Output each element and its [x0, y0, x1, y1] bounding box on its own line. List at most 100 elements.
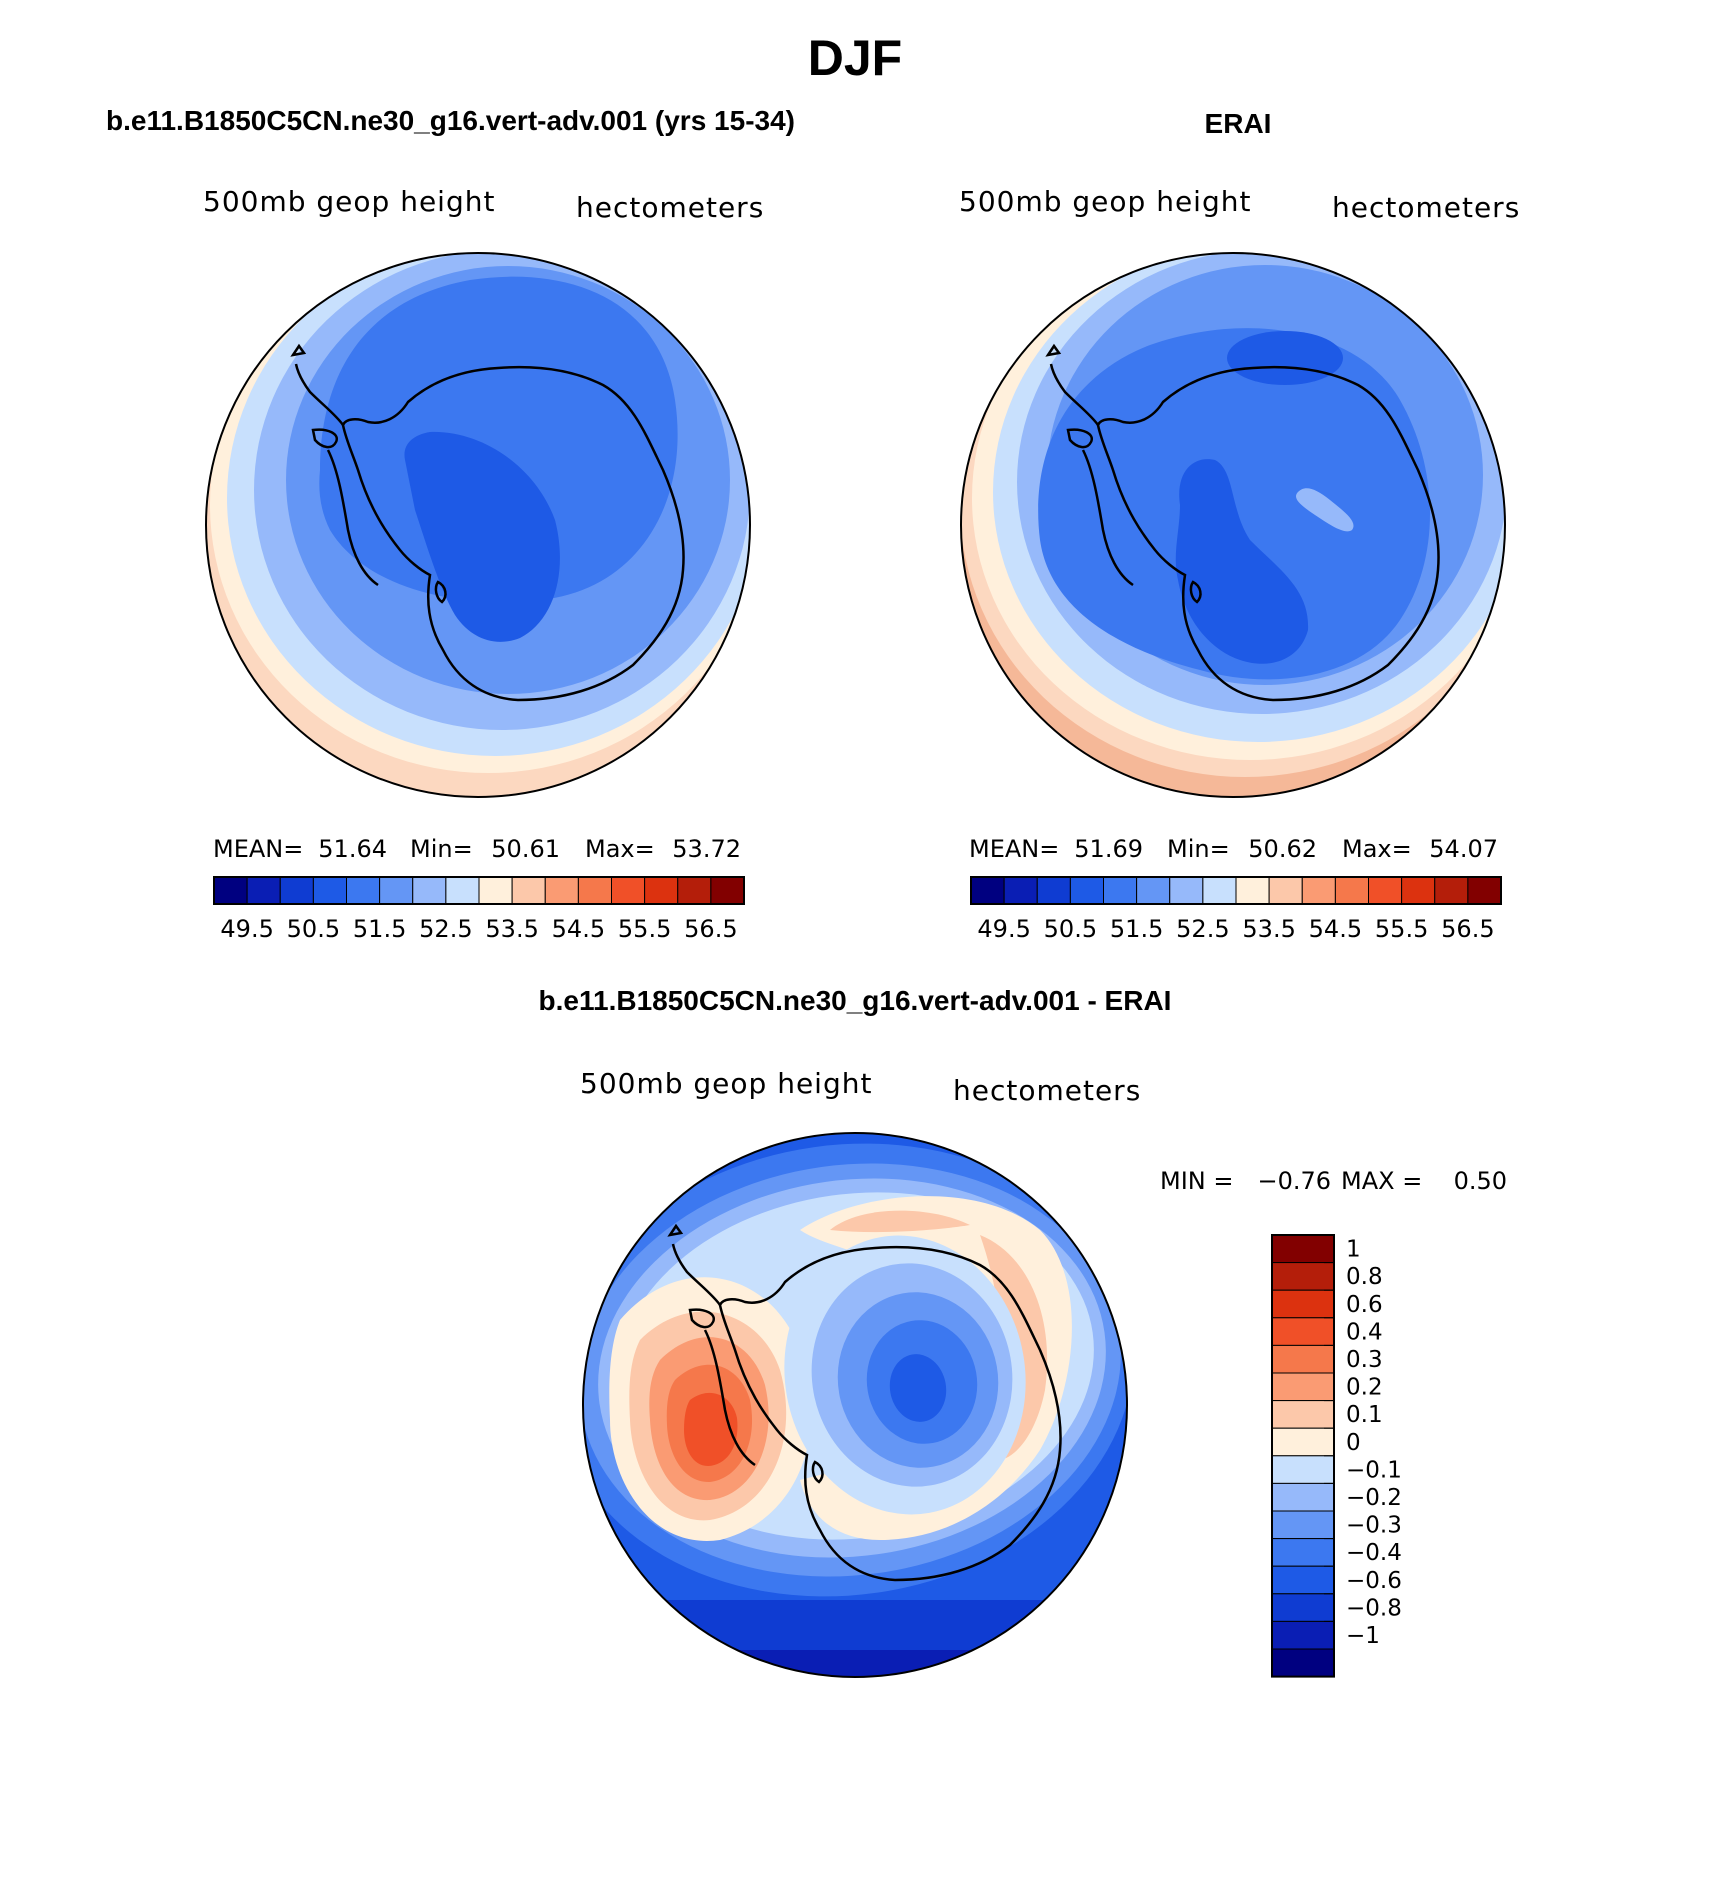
panel-model-right-label: hectometers — [576, 191, 764, 224]
colorbar-tick-label: 51.5 — [353, 915, 406, 943]
colorbar-swatch — [970, 876, 1005, 905]
colorbar-swatch — [1271, 1620, 1335, 1650]
colorbar-tick-label: −1 — [1346, 1623, 1380, 1649]
colorbar-tick-label: −0.8 — [1346, 1595, 1402, 1621]
colorbar-tick-label: 52.5 — [1176, 915, 1229, 943]
colorbar-tick-label: 54.5 — [552, 915, 605, 943]
colorbar-swatch — [1069, 876, 1104, 905]
stat-min-value: 50.62 — [1248, 835, 1317, 863]
colorbar-swatch — [1235, 876, 1270, 905]
colorbar-swatch — [445, 876, 480, 905]
colorbar-frame — [970, 876, 1502, 905]
colorbar-swatch — [1271, 1510, 1335, 1540]
stat-max-label: Max= — [585, 835, 655, 863]
colorbar-tick-label: 50.5 — [1044, 915, 1097, 943]
colorbar-tick-label: 56.5 — [684, 915, 737, 943]
colorbar-swatch — [1169, 876, 1204, 905]
stat-mean-label: MEAN= — [969, 835, 1059, 863]
colorbar-swatch — [1202, 876, 1237, 905]
colorbar-tick-label: 0.3 — [1346, 1347, 1383, 1373]
band-50-8-west — [1175, 459, 1309, 664]
map-border — [582, 1132, 1128, 1678]
stat-mean-label: MEAN= — [213, 835, 303, 863]
colorbar-tick-label: 55.5 — [1375, 915, 1428, 943]
stat-max-value: 0.50 — [1454, 1167, 1507, 1195]
band-51-4-patch — [1295, 488, 1354, 532]
panel-erai: ERAI 500mb geop height hectometers ME — [959, 108, 1520, 943]
panel-erai-right-label: hectometers — [1332, 191, 1520, 224]
colorbar-swatch — [1271, 1317, 1335, 1346]
colorbar-swatch — [1271, 1262, 1335, 1291]
colorbar-swatch — [279, 876, 314, 905]
panel-diff-left-label: 500mb geop height — [580, 1067, 872, 1100]
colorbar-swatch — [1401, 876, 1436, 905]
panel-model-map — [205, 252, 751, 798]
colorbar-tick-label: 54.5 — [1309, 915, 1362, 943]
colorbar-swatch — [1036, 876, 1071, 905]
colorbar-tick-label: 49.5 — [977, 915, 1030, 943]
colorbar-swatch — [1271, 1400, 1335, 1429]
colorbar-tick-label: 0.4 — [1346, 1319, 1383, 1345]
colorbar-tick-label: 0.6 — [1346, 1292, 1383, 1318]
colorbar-swatch — [246, 876, 281, 905]
colorbar-tick-label: −0.3 — [1346, 1513, 1402, 1539]
diff-band-0-1-north — [830, 1210, 970, 1233]
colorbar-swatch — [1271, 1482, 1335, 1512]
colorbar-swatch — [213, 876, 248, 905]
colorbar-swatch — [1368, 876, 1403, 905]
colorbar-swatch — [1434, 876, 1469, 905]
colorbar-swatch — [710, 876, 745, 905]
panel-diff-right-label: hectometers — [953, 1074, 1141, 1107]
panel-model: b.e11.B1850C5CN.ne30_g16.vert-adv.001 (y… — [106, 105, 795, 943]
colorbar-swatch — [1271, 1593, 1335, 1622]
stat-max-value: 53.72 — [672, 835, 741, 863]
colorbar-swatch — [577, 876, 612, 905]
panel-erai-heading: ERAI — [1205, 108, 1272, 139]
colorbar-swatch — [1301, 876, 1336, 905]
colorbar-swatch — [1271, 1455, 1335, 1484]
colorbar-tick-label: 0 — [1346, 1430, 1361, 1456]
colorbar-tick-label: 0.1 — [1346, 1402, 1383, 1428]
panel-diff-colorbar: 10.80.60.40.30.20.10−0.1−0.2−0.3−0.4−0.6… — [1271, 1234, 1402, 1678]
colorbar-swatch — [1271, 1372, 1335, 1402]
colorbar-tick-label: 56.5 — [1441, 915, 1494, 943]
colorbar-tick-label: −0.4 — [1346, 1540, 1402, 1566]
colorbar-swatch — [644, 876, 679, 905]
colorbar-swatch — [478, 876, 513, 905]
colorbar-tick-label: 49.5 — [220, 915, 273, 943]
colorbar-swatch — [346, 876, 381, 905]
stat-min-value: −0.76 — [1257, 1167, 1331, 1195]
colorbar-swatch — [1136, 876, 1171, 905]
panel-erai-map — [960, 252, 1506, 798]
colorbar-swatch — [1334, 876, 1369, 905]
colorbar-frame — [213, 876, 745, 905]
colorbar-tick-label: 51.5 — [1110, 915, 1163, 943]
diff-band-minus-0-6-core — [889, 1354, 947, 1422]
panel-erai-colorbar: 49.5 50.5 51.5 52.5 53.5 54.5 55.5 56.5 — [970, 876, 1502, 943]
colorbar-swatch — [1271, 1538, 1335, 1567]
band-50-8 — [404, 431, 560, 642]
colorbar-swatch — [677, 876, 712, 905]
panel-model-heading: b.e11.B1850C5CN.ne30_g16.vert-adv.001 (y… — [106, 105, 795, 136]
panel-erai-stats: MEAN= 51.69 Min= 50.62 Max= 54.07 — [969, 835, 1498, 863]
colorbar-tick-label: 0.2 — [1346, 1375, 1383, 1401]
colorbar-swatch — [312, 876, 347, 905]
colorbar-tick-label: 55.5 — [618, 915, 671, 943]
colorbar-tick-label: 0.8 — [1346, 1264, 1383, 1290]
stat-max-label: Max= — [1342, 835, 1412, 863]
stat-mean-value: 51.69 — [1074, 835, 1143, 863]
panel-diff-map — [582, 1132, 1128, 1678]
colorbar-tick-label: −0.1 — [1346, 1457, 1402, 1483]
panel-diff-heading: b.e11.B1850C5CN.ne30_g16.vert-adv.001 - … — [539, 985, 1172, 1016]
stat-mean-value: 51.64 — [318, 835, 387, 863]
stat-min-value: 50.61 — [491, 835, 560, 863]
colorbar-swatch — [1467, 876, 1502, 905]
colorbar-swatch — [1271, 1234, 1335, 1264]
colorbar-tick-label: 53.5 — [485, 915, 538, 943]
colorbar-swatch — [1271, 1565, 1335, 1595]
colorbar-tick-label: 50.5 — [287, 915, 340, 943]
colorbar-tick-label: 1 — [1346, 1237, 1361, 1263]
panel-model-stats: MEAN= 51.64 Min= 50.61 Max= 53.72 — [213, 835, 741, 863]
colorbar-swatch — [611, 876, 646, 905]
